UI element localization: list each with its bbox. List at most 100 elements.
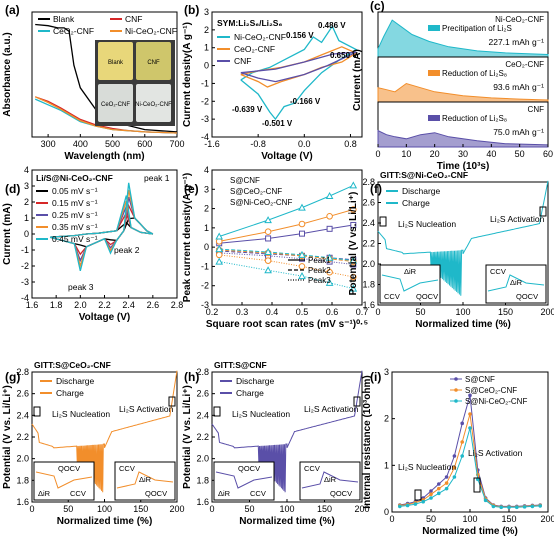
panel-d-ytick-label-1: -3 xyxy=(21,277,29,287)
panel-h-annotation-6: ΔiR xyxy=(324,475,337,484)
panel-b-ytick-label-7: 3 xyxy=(204,7,209,17)
panel-d-legend-0: 0.05 mV s⁻¹ xyxy=(52,186,98,196)
panel-letter-i: (i) xyxy=(370,370,381,384)
panel-b-annotation-0: 0.156 V xyxy=(286,31,314,40)
panel-f-inset-discharge xyxy=(379,264,441,304)
panel-b-xtick-label-3: 0.8 xyxy=(344,139,357,149)
panel-i-ytick-label-2: 2 xyxy=(384,414,389,424)
panel-a-series-3 xyxy=(34,96,178,134)
panel-d-ytick-label-3: -1 xyxy=(21,245,29,255)
panel-a-vial-label-3: Ni-CeO₂-CNF xyxy=(135,102,172,108)
panel-e-point-1-peak3-2 xyxy=(298,263,306,270)
panel-h-ytick-label-4: 2.4 xyxy=(196,410,209,420)
panel-e-point-1-peak3-1 xyxy=(264,257,272,264)
panel-letter-c: (c) xyxy=(370,0,385,13)
panel-i-point-2-16 xyxy=(522,505,527,509)
panel-e-point-2-peak2-2 xyxy=(298,250,306,258)
panel-i-point-2-3 xyxy=(421,499,426,504)
panel-e-point-2-peak1-0 xyxy=(215,232,224,240)
panel-i-ytick-label-1: 1 xyxy=(384,460,389,470)
panel-d-legend-2: 0.25 mV s⁻¹ xyxy=(52,210,98,220)
panel-letter-b: (b) xyxy=(184,3,199,17)
panel-g-ytick-label-0: 1.6 xyxy=(16,497,29,507)
panel-h-annotation-2: ΔiR xyxy=(218,489,231,498)
panel-i-point-1-8 xyxy=(460,440,465,444)
panel-i-point-0-6 xyxy=(444,475,449,479)
panel-e-point-2-peak3-4 xyxy=(349,284,358,292)
panel-e-point-2-peak3-3 xyxy=(325,278,334,286)
panel-b-frame xyxy=(211,11,363,138)
panel-g-xtick-label-3: 150 xyxy=(133,504,148,514)
panel-g-annotation-6: ΔiR xyxy=(139,475,152,484)
panel-f-ytick-label-4: 2.4 xyxy=(362,218,375,228)
panel-b-ytick-label-4: 0 xyxy=(204,61,209,71)
panel-b-legend-0: Ni-CeO₂-CNF xyxy=(234,32,286,42)
panel-h-ytick-label-0: 1.6 xyxy=(196,497,209,507)
panel-g-annotation-1: Li₂S Activation xyxy=(119,404,174,414)
panel-g-xtick-label-1: 50 xyxy=(63,504,73,514)
panel-f-annotation-6: ΔiR xyxy=(510,278,523,287)
panel-h-ytick-label-5: 2.6 xyxy=(196,389,209,399)
panel-i-point-0-9 xyxy=(468,393,472,398)
panel-d-xtick-label-3: 2.2 xyxy=(98,300,111,310)
panel-i-point-2-1 xyxy=(405,503,410,508)
panel-f-ytick-label-3: 2.2 xyxy=(362,239,375,249)
panel-e-point-1-peak1-2 xyxy=(298,220,306,228)
panel-e-xtick-label-5: 0.7 xyxy=(356,307,369,317)
panel-h-ytick-label-3: 2.2 xyxy=(196,432,209,442)
panel-b-legend-2: CNF xyxy=(234,56,251,66)
panel-i-point-1-5 xyxy=(437,486,441,491)
panel-h-annotation-0: Li₂S Nucleation xyxy=(232,409,290,419)
panel-e-point-1-peak1-3 xyxy=(326,212,333,220)
panel-e-legend2-0: Peak1 xyxy=(308,256,331,265)
panel-g-inset1-curve xyxy=(35,471,93,489)
panel-e-ytick-label-4: 1 xyxy=(204,223,209,233)
panel-i-ytick-label-0: 0 xyxy=(384,507,389,517)
panel-i-point-2-15 xyxy=(515,505,519,510)
panel-c-sub-0-name: Ni-CeO₂-CNF xyxy=(495,15,544,24)
panel-c-xtick-label-2: 20 xyxy=(430,149,440,159)
panel-g-ytick-label-2: 2.0 xyxy=(16,454,29,464)
panel-g-ylabel: Potential (V vs. Li/Li⁺) xyxy=(2,385,13,489)
panel-i-point-2-4 xyxy=(429,496,433,500)
panel-i-annotation-1: Li₂S Activation xyxy=(468,448,523,458)
panel-f-xtick-label-4: 200 xyxy=(540,307,554,317)
panel-g-inset-discharge xyxy=(33,461,95,501)
panel-f-zoom-box-1 xyxy=(379,216,387,227)
panel-d-legend-1: 0.15 mV s⁻¹ xyxy=(52,198,98,208)
panel-d-xtick-label-4: 2.4 xyxy=(122,300,135,310)
panel-i-xlabel: Normalized time (%) xyxy=(422,526,518,537)
panel-i-xtick-label-2: 100 xyxy=(462,514,477,524)
panel-e-xtick-label-2: 0.4 xyxy=(266,307,279,317)
panel-b-title: SYM:Li₂S₆/Li₂S₆ xyxy=(217,18,282,28)
panel-a-ylabel: Absorbance (a.u.) xyxy=(2,32,13,116)
panel-e-point-2-peak1-4 xyxy=(349,181,358,189)
panel-a-legend-3: Ni-CeO₂-CNF xyxy=(125,26,177,36)
panel-e-point-0-peak1-1 xyxy=(265,235,272,242)
panel-i-point-1-6 xyxy=(444,481,449,485)
panel-a-vial-0 xyxy=(98,42,133,80)
panel-letter-f: (f) xyxy=(370,182,382,196)
panel-g-ytick-label-5: 2.6 xyxy=(16,389,29,399)
panel-i-xtick-label-3: 150 xyxy=(501,514,516,524)
panel-e-legend-2: S@Ni-CeO₂-CNF xyxy=(230,198,292,207)
panel-e-line-1-peak3 xyxy=(219,254,354,278)
panel-letter-d: (d) xyxy=(5,182,20,196)
panel-e-ylabel: Peak current density(A g⁻¹) xyxy=(182,173,193,302)
panel-f-xtick-label-2: 100 xyxy=(455,307,470,317)
panel-f-xlabel: Normalized time (%) xyxy=(415,319,511,330)
panel-i-point-2-5 xyxy=(437,491,441,496)
panel-g-legend-0: Discharge xyxy=(56,376,95,386)
panel-h-xtick-label-1: 50 xyxy=(244,504,254,514)
panel-g-xtick-label-0: 0 xyxy=(29,504,34,514)
panel-i-point-1-9 xyxy=(468,412,472,416)
panel-c-sub-2-legend: Reduction of Li₂S₈ xyxy=(442,114,507,123)
panel-f-annotation-3: ΔiR xyxy=(404,267,417,276)
panel-i-point-2-9 xyxy=(468,426,472,430)
panel-e-ytick-label-1: -2 xyxy=(201,281,209,291)
panel-e-legend2-1: Peak2 xyxy=(308,266,331,275)
panel-d-ylabel: Current (mA) xyxy=(2,203,13,265)
panel-g-zoom-box-2 xyxy=(168,396,176,407)
panel-e-point-2-peak3-2 xyxy=(298,272,306,280)
panel-e-legend2-2: Peak3 xyxy=(308,276,331,285)
